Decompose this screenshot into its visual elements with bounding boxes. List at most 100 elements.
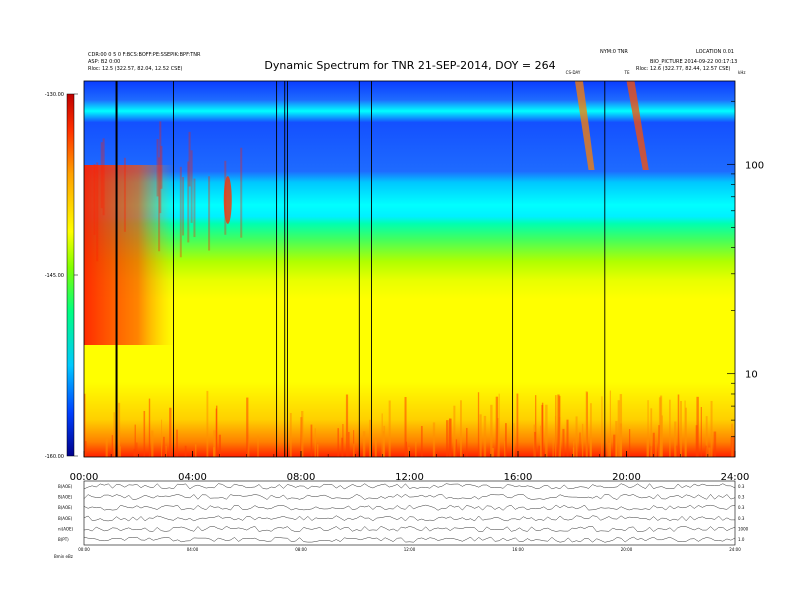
emission-streak: [136, 442, 138, 457]
ancillary-trace: [83, 515, 735, 522]
early-emission-patch: [84, 165, 174, 345]
x-tick-label: 12:00: [395, 472, 424, 483]
emission-streak: [661, 415, 663, 457]
emission-streak: [658, 425, 660, 457]
emission-streak: [613, 434, 616, 457]
emission-streak: [466, 427, 468, 457]
emission-streak: [158, 157, 161, 252]
emission-streak: [213, 430, 216, 457]
colorbar-tick-label: -160.00: [45, 454, 64, 460]
emission-streak: [557, 394, 560, 457]
emission-streak: [310, 424, 313, 457]
emission-streak: [388, 400, 391, 457]
ancillary-row-label: B(AOE): [58, 516, 73, 521]
emission-streak: [432, 422, 436, 457]
emission-streak: [446, 420, 449, 457]
emission-streak: [176, 429, 178, 457]
emission-streak: [257, 435, 259, 457]
emission-streak: [541, 402, 544, 457]
corner-unit-label: kHz: [738, 70, 745, 75]
emission-streak: [169, 407, 172, 457]
ancillary-right-label: 1000: [738, 527, 749, 532]
emission-streak: [554, 416, 557, 457]
header-right-line-4: Rloc: 12.6 (322.77, 82.44, 12.57 CSE): [636, 66, 731, 72]
emission-streak: [195, 444, 197, 457]
emission-streak: [374, 439, 377, 457]
ancillary-frame: [83, 480, 736, 546]
emission-streak: [420, 425, 423, 457]
emission-streak: [505, 423, 507, 457]
emission-streak: [369, 419, 372, 457]
emission-streak: [628, 429, 631, 457]
chart-title: Dynamic Spectrum for TNR 21-SEP-2014, DO…: [264, 59, 555, 72]
emission-streak: [732, 435, 735, 457]
ancillary-row-label: B(AOE): [58, 505, 73, 510]
ancillary-x-label: 04:00: [187, 547, 199, 552]
header-left-line-1: CDR:00 0 5 0 F:BCS:BOFF:PE:SSEPIK:BPF:TN…: [88, 52, 201, 58]
emission-streak: [362, 431, 366, 457]
emission-streak: [160, 145, 163, 189]
header-right-line-3: BIO_PICTURE 2014-09-22 00:17:13: [650, 59, 737, 65]
emission-streak: [134, 424, 136, 457]
x-tick-label: 00:00: [70, 472, 99, 483]
x-axis: 00:00 04:00 08:00 12:00 16:00 20:00 24:00: [70, 451, 750, 483]
emission-streak: [143, 410, 146, 457]
emission-streak: [84, 441, 87, 457]
emission-streak: [119, 446, 121, 457]
emission-streak: [105, 438, 108, 457]
y-tick-label: 10: [745, 370, 758, 381]
emission-streak: [581, 423, 584, 457]
emission-streak: [148, 398, 151, 457]
emission-streak: [589, 437, 592, 457]
header-right: NYM:0 TNR LOCATION 0.01 BIO_PICTURE 2014…: [600, 49, 737, 72]
emission-streak: [669, 399, 671, 457]
emission-streak: [165, 445, 167, 457]
emission-streak: [477, 392, 480, 457]
emission-streak: [179, 166, 182, 258]
emission-streak: [617, 400, 620, 457]
emission-streak: [415, 441, 417, 457]
ancillary-trace: [83, 494, 736, 500]
emission-streak: [316, 444, 319, 457]
ancillary-panel: B(AOE) 0.3 B(AOE) 0.3 B(AOE) 0.3 B(AOE) 0.3 ni(A…: [58, 480, 749, 552]
drifting-burst: [626, 81, 649, 170]
ancillary-right-label: 0.3: [738, 484, 745, 489]
emission-streak: [615, 420, 618, 457]
x-tick-label: 24:00: [721, 472, 750, 483]
emission-streak: [383, 425, 386, 457]
emission-streak: [96, 162, 99, 262]
emission-streak: [341, 437, 344, 457]
y-axis: 100 10: [727, 100, 764, 438]
ancillary-x-label: 24:00: [729, 547, 741, 552]
emission-streak: [184, 445, 187, 457]
ancillary-right-label: 0.3: [738, 505, 745, 510]
emission-streak: [647, 400, 649, 457]
emission-streak: [100, 142, 103, 209]
ancillary-row-label: B(PT): [58, 537, 69, 542]
emission-streak: [111, 435, 113, 457]
event-label-1: CS-DAY: [566, 70, 581, 75]
emission-streak: [601, 396, 603, 457]
x-tick-label: 16:00: [504, 472, 533, 483]
emission-streak: [495, 396, 499, 457]
emission-streak: [708, 447, 711, 457]
spectrogram-background: [84, 81, 735, 457]
ancillary-trace: [83, 526, 736, 532]
emission-streak: [188, 131, 191, 187]
emission-streak: [545, 404, 548, 457]
emission-streak: [585, 391, 588, 457]
emission-streak: [562, 428, 565, 457]
emission-streak: [213, 447, 215, 457]
emission-streak: [483, 415, 487, 457]
ancillary-x-label: 16:00: [512, 547, 524, 552]
emission-streak: [353, 443, 355, 457]
header-left-line-3: Rloc: 12.5 (322.57, 82.04, 12.52 CSE): [88, 66, 183, 72]
emission-streak: [675, 445, 678, 457]
header-right-line-1: NYM:0 TNR: [600, 49, 628, 55]
spectrogram: [84, 81, 735, 457]
ancillary-x-label: 00:00: [78, 547, 90, 552]
emission-streak: [348, 431, 350, 457]
ancillary-x-label: 12:00: [404, 547, 416, 552]
footer-label: Bmin eBz: [54, 554, 73, 559]
